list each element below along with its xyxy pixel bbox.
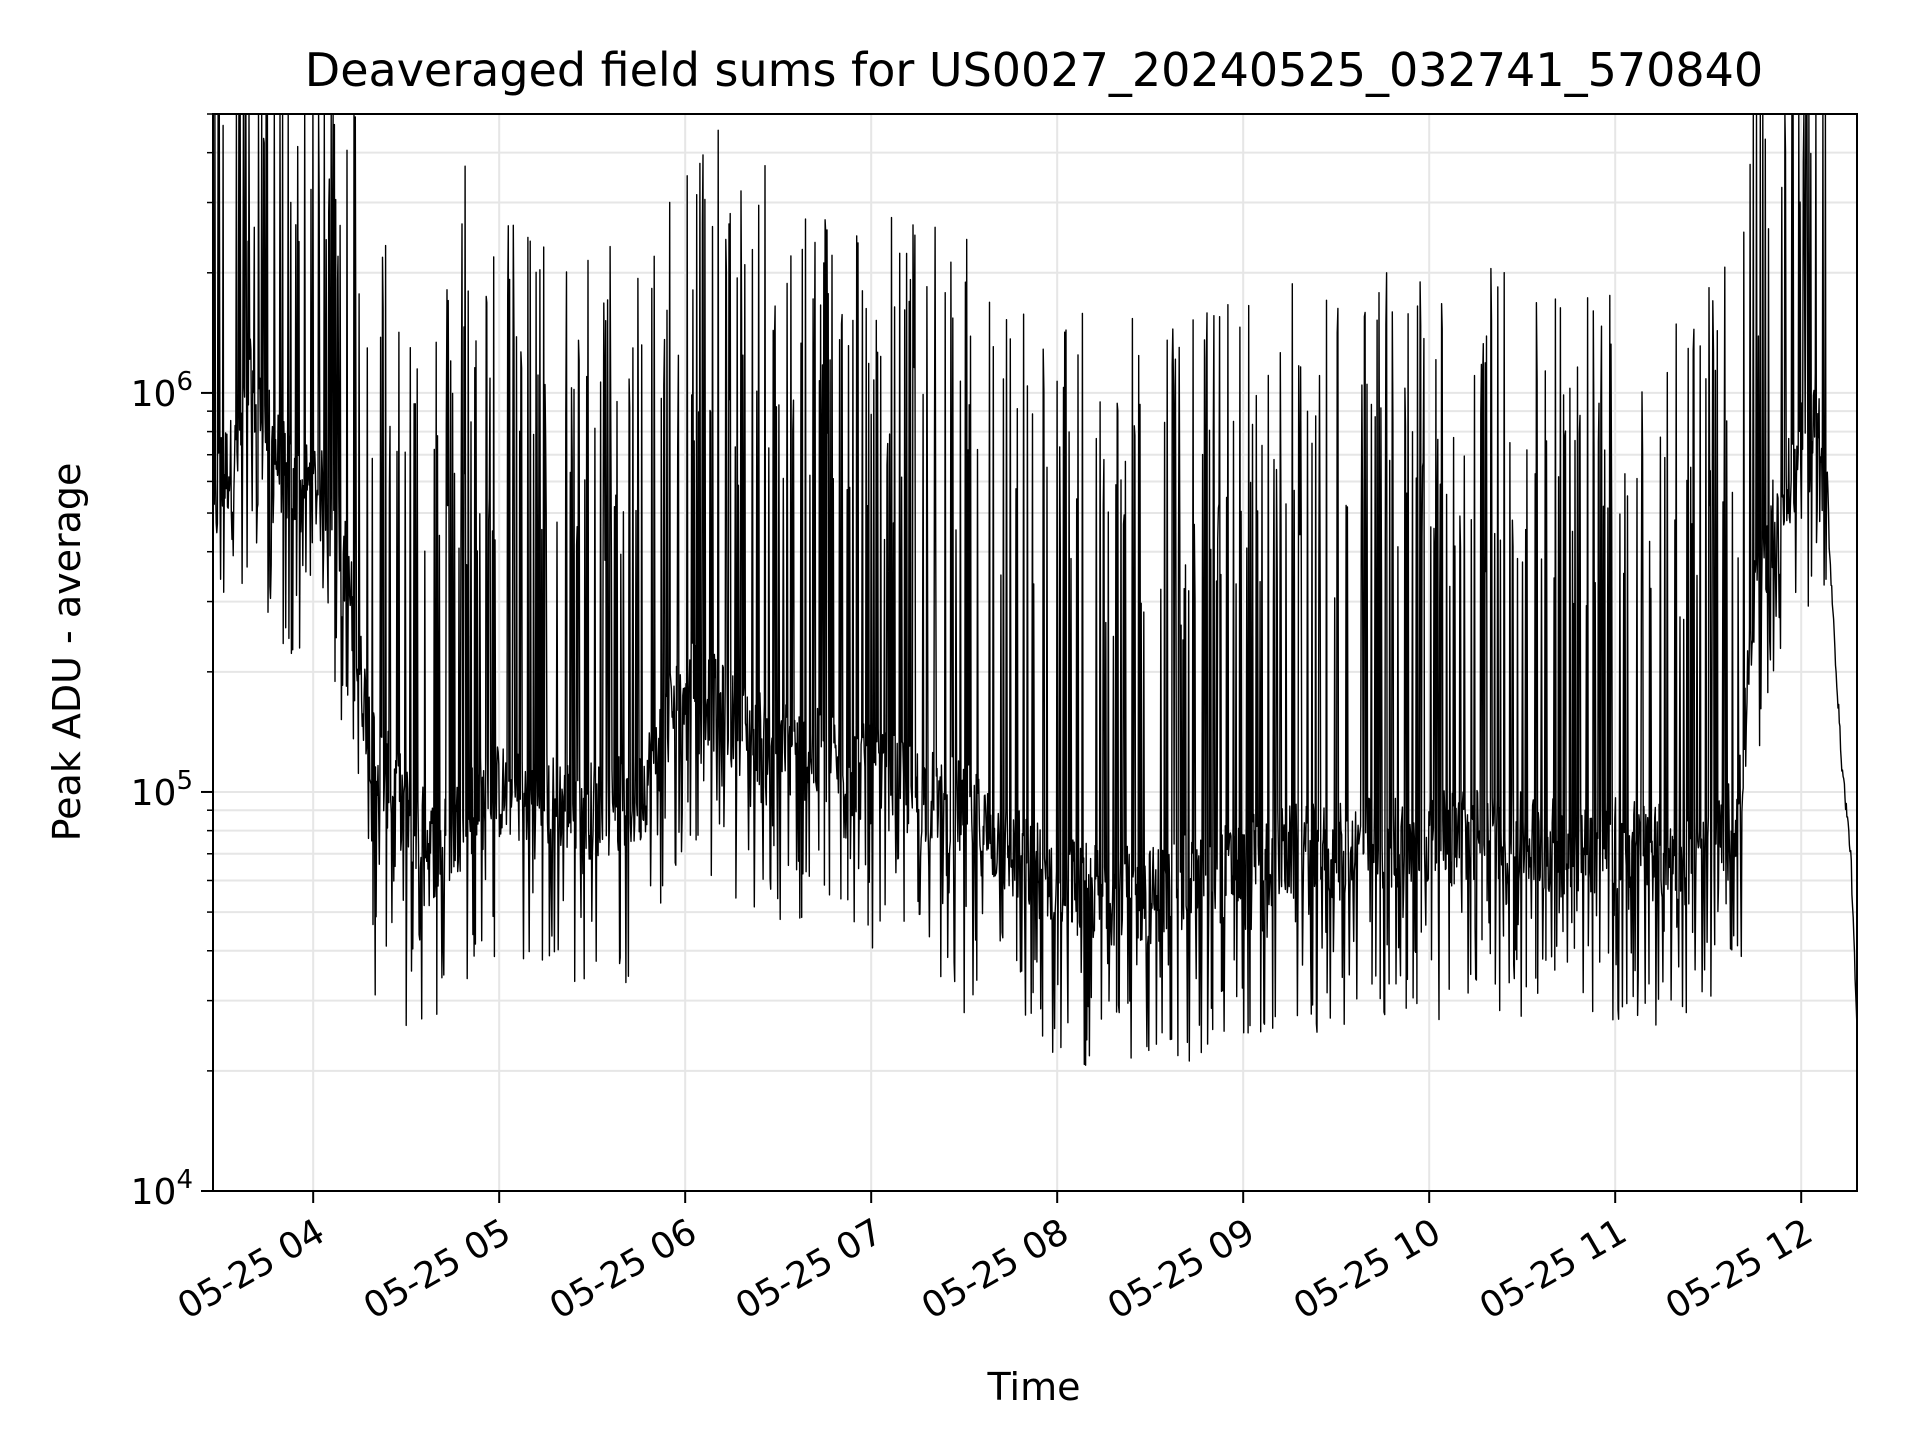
y-tick-layer: 104 105 106 [131,113,213,1213]
series-line [212,113,1858,1066]
grid-layer [213,113,1857,1192]
y-axis-label: Peak ADU - average [45,463,89,842]
x-axis-label: Time [987,1365,1081,1409]
y-tick-label: 104 [131,1165,193,1213]
chart-title: Deaveraged field sums for US0027_2024052… [305,43,1763,97]
y-tick-label: 106 [131,367,193,415]
y-tick-label: 105 [131,766,193,814]
plot-frame [212,113,1858,1192]
line-layer [212,113,1858,1066]
